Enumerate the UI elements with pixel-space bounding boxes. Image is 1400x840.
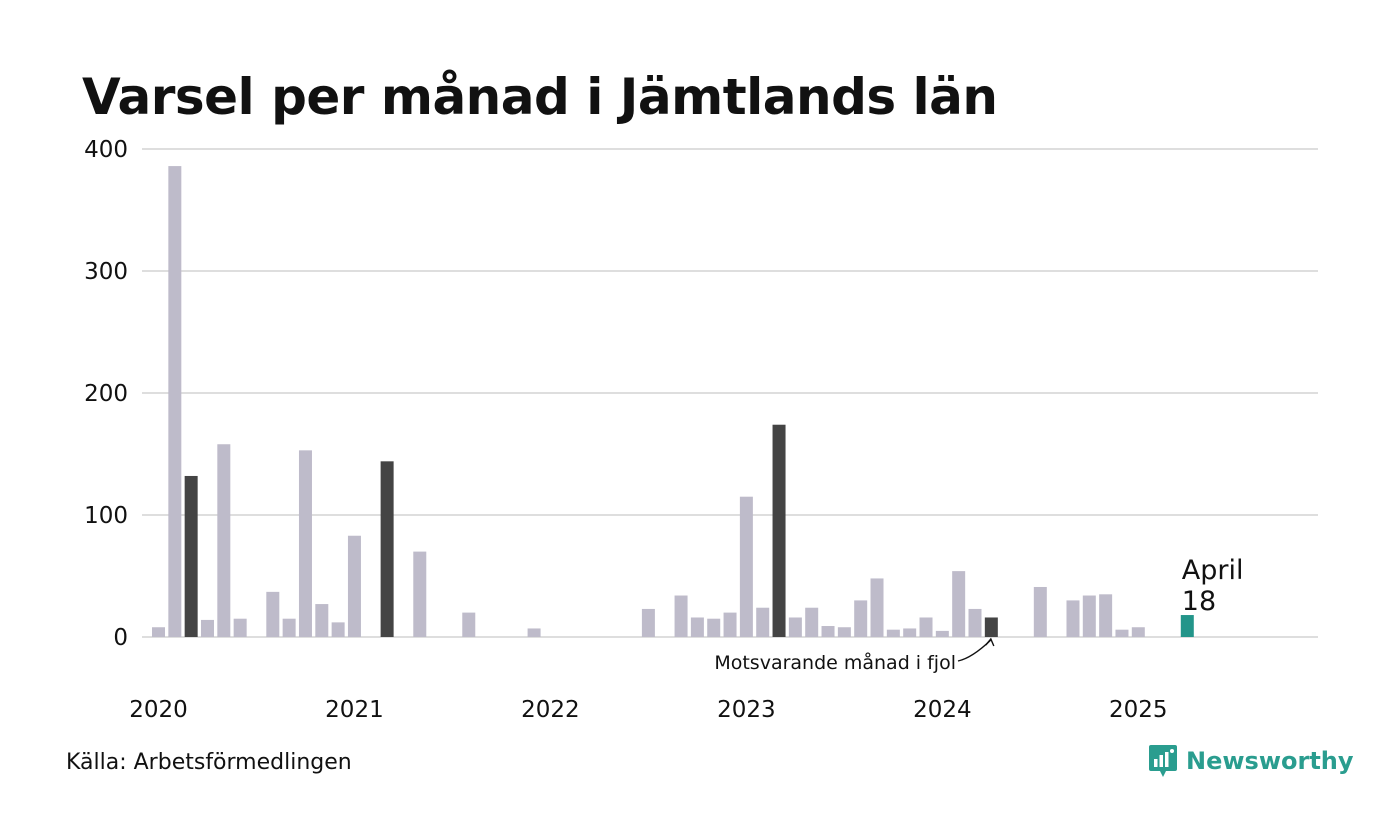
bar-2025-01 — [1131, 627, 1145, 637]
bar-2022-12 — [723, 612, 737, 637]
bar-2024-03 — [968, 608, 982, 637]
bar-2023-12 — [919, 617, 933, 637]
bars — [152, 166, 1194, 637]
bar-2023-04 — [788, 617, 802, 637]
y-tick-label: 300 — [84, 259, 128, 285]
source-text: Källa: Arbetsförmedlingen — [66, 750, 352, 775]
bar-2022-09 — [674, 595, 688, 637]
x-tick-label: 2021 — [325, 697, 384, 723]
bar-2022-07 — [641, 608, 655, 637]
bar-2020-02 — [168, 166, 182, 637]
bar-2020-11 — [315, 604, 329, 637]
bar-2023-11 — [903, 628, 917, 637]
annotation-arrowhead — [985, 637, 995, 647]
x-axis-tick-labels: 2020 2021 2022 2023 2024 2025 — [129, 697, 1167, 723]
chart-title: Varsel per månad i Jämtlands län — [82, 68, 998, 126]
bar-2021-03 — [380, 461, 394, 637]
bar-2020-09 — [282, 618, 296, 637]
bar-2023-03 — [772, 424, 786, 637]
bar-2021-08 — [462, 612, 476, 637]
bar-2023-01 — [739, 496, 753, 637]
bar-2024-10 — [1082, 595, 1096, 637]
newsworthy-icon — [1149, 745, 1177, 777]
bar-2022-10 — [690, 617, 704, 637]
bar-2024-11 — [1099, 594, 1113, 637]
bar-2024-07 — [1033, 586, 1047, 637]
bar-2020-10 — [298, 450, 312, 637]
brand-name: Newsworthy — [1186, 747, 1354, 775]
y-tick-label: 100 — [84, 503, 128, 529]
bar-2024-04 — [984, 617, 998, 637]
bar-2020-03 — [184, 475, 198, 637]
bar-2023-09 — [870, 578, 884, 637]
bar-2024-01 — [935, 630, 949, 637]
bar-2020-05 — [217, 444, 231, 637]
bar-2022-11 — [707, 618, 721, 637]
bar-2023-06 — [821, 626, 835, 637]
bar-2023-02 — [756, 607, 770, 637]
bar-2025-04 — [1180, 615, 1194, 637]
newsworthy-logo[interactable]: Newsworthy — [1148, 743, 1354, 779]
bar-2020-12 — [331, 622, 345, 637]
bar-2020-01 — [152, 627, 165, 637]
bar-2023-10 — [886, 629, 900, 637]
bar-2024-12 — [1115, 629, 1129, 637]
y-tick-label: 200 — [84, 381, 128, 407]
bar-2020-06 — [233, 618, 247, 637]
bar-2021-05 — [413, 551, 427, 637]
x-tick-label: 2024 — [913, 697, 972, 723]
bar-2024-09 — [1066, 600, 1080, 637]
annotation-text: Motsvarande månad i fjol — [714, 651, 956, 674]
bar-2020-08 — [266, 591, 280, 637]
x-tick-label: 2025 — [1109, 697, 1168, 723]
y-axis-tick-labels: 0 100 200 300 400 — [84, 137, 128, 651]
current-month-label: April — [1182, 555, 1244, 586]
bar-2021-01 — [347, 535, 361, 637]
bar-2023-08 — [854, 600, 868, 637]
bar-2021-12 — [527, 628, 541, 637]
y-tick-label: 0 — [113, 625, 128, 651]
y-tick-label: 400 — [84, 137, 128, 163]
x-tick-label: 2022 — [521, 697, 580, 723]
bar-2023-07 — [837, 627, 851, 637]
bar-2020-04 — [200, 619, 214, 637]
current-value-label: 18 — [1182, 586, 1216, 617]
x-tick-label: 2023 — [717, 697, 776, 723]
bar-2024-02 — [952, 571, 966, 637]
bar-2023-05 — [805, 607, 819, 637]
x-tick-label: 2020 — [129, 697, 188, 723]
grid-lines — [142, 148, 1318, 638]
annotation-arrow — [957, 639, 992, 662]
bar-chart: 0 100 200 300 400 2020 2021 2022 2023 2024 2025 A… — [84, 137, 1318, 723]
